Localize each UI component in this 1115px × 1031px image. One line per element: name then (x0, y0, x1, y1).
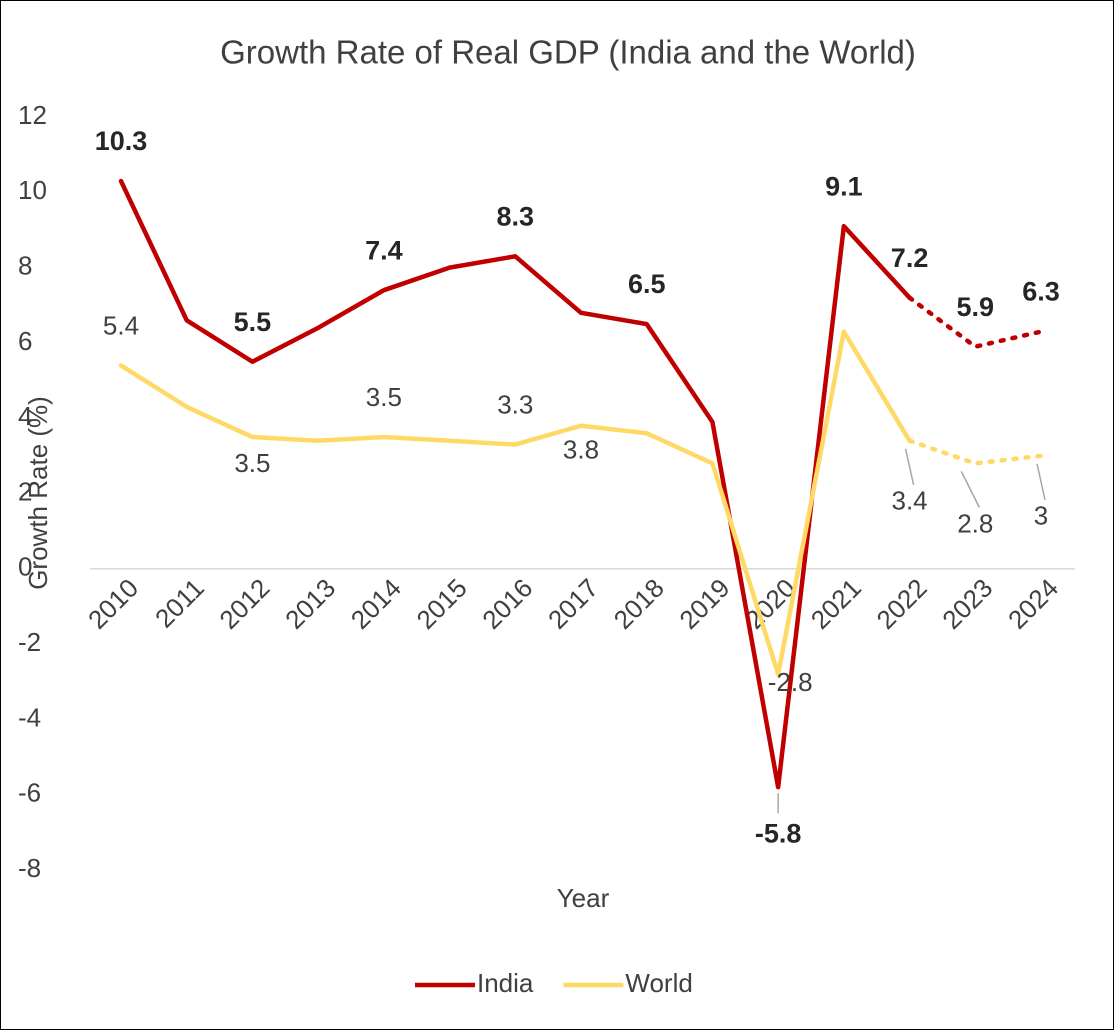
y-tick-label: -4 (18, 702, 41, 732)
data-label: 5.4 (103, 310, 139, 340)
data-label: 3 (1034, 501, 1048, 531)
series-line (118, 178, 912, 790)
y-tick-label: 6 (18, 326, 32, 356)
data-label: 3.4 (891, 486, 927, 516)
legend-label: India (477, 968, 534, 998)
data-label: 3.5 (366, 382, 402, 412)
y-tick-label: 2 (18, 476, 32, 506)
leader-line (960, 471, 980, 508)
y-axis-label: Growth Rate (%) (23, 396, 53, 590)
data-label: 3.3 (497, 389, 533, 419)
data-label: 2.8 (957, 508, 993, 538)
y-tick-label: 12 (18, 100, 47, 130)
y-tick-label: 10 (18, 175, 47, 205)
series-line (118, 329, 912, 677)
data-label: 7.2 (891, 243, 929, 273)
legend-label: World (625, 968, 692, 998)
data-label: 10.3 (95, 126, 148, 156)
data-label: 8.3 (497, 201, 535, 231)
x-axis-label: Year (557, 883, 610, 913)
y-tick-label: 8 (18, 250, 32, 280)
y-tick-label: -2 (18, 627, 41, 657)
data-label: 7.4 (365, 235, 403, 265)
leader-line (904, 448, 915, 485)
data-label: 6.3 (1022, 277, 1060, 307)
data-label: 3.8 (563, 435, 599, 465)
y-tick-label: 4 (18, 401, 32, 431)
data-label: 6.5 (628, 269, 666, 299)
data-label: 9.1 (825, 171, 863, 201)
chart-title: Growth Rate of Real GDP (India and the W… (220, 34, 916, 71)
data-label: 5.9 (957, 292, 995, 322)
y-tick-label: -6 (18, 778, 41, 808)
data-label: -5.8 (755, 818, 802, 848)
data-label: 3.5 (234, 448, 270, 478)
series-line-dotted (907, 295, 1044, 349)
y-tick-label: 0 (18, 552, 32, 582)
data-label: 5.5 (234, 307, 272, 337)
leader-line (1036, 463, 1046, 501)
data-label: -2.8 (768, 667, 813, 697)
y-tick-label: -8 (18, 853, 41, 883)
series-line-dotted (907, 438, 1044, 466)
